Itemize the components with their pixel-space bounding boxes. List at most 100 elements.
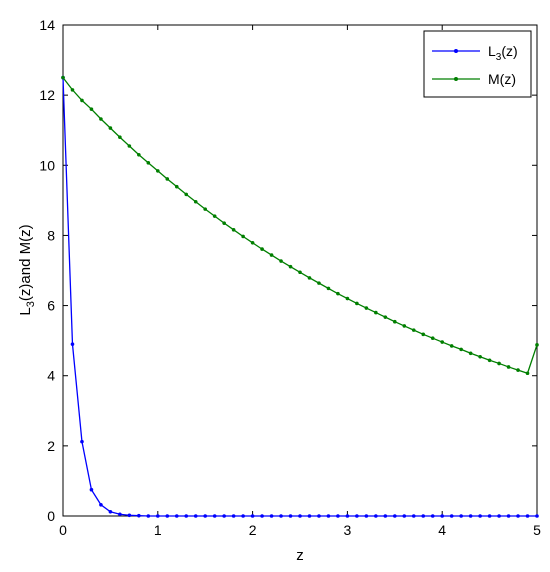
data-point-l3-2 (80, 439, 84, 444)
data-point-l3-24 (288, 514, 293, 518)
data-point-m-28 (326, 286, 331, 291)
data-point-l3-26 (307, 514, 312, 518)
data-point-m-22 (269, 253, 274, 257)
y-axis-label-sub: 3 (25, 301, 37, 307)
data-point-m-47 (506, 365, 511, 369)
data-point-m-45 (487, 358, 492, 363)
data-point-l3-40 (440, 514, 445, 518)
data-point-l3-12 (174, 514, 179, 518)
data-point-m-39 (430, 336, 435, 340)
data-point-l3-13 (184, 514, 189, 518)
legend-entry-m: M(z) (488, 71, 516, 87)
y-tick-label-7: 14 (39, 17, 55, 33)
data-point-l3-38 (421, 514, 426, 518)
y-axis-label-main: L (17, 307, 34, 315)
data-point-m-15 (203, 207, 207, 211)
data-point-l3-48 (516, 514, 520, 518)
y-axis-label-rest: (z)and M(z) (17, 224, 34, 301)
data-point-l3-21 (260, 514, 264, 518)
x-tick-label-5: 5 (533, 522, 541, 538)
data-point-m-36 (402, 324, 407, 328)
x-tick-label-0: 0 (59, 522, 67, 538)
data-point-l3-35 (393, 514, 397, 518)
legend-entry-l3-rest: (z) (501, 43, 517, 59)
series-layer (61, 75, 539, 518)
y-tick-label-2: 4 (47, 368, 55, 384)
data-point-m-46 (497, 361, 501, 366)
y-tick-label-0: 0 (47, 508, 55, 524)
data-point-l3-7 (127, 513, 132, 518)
data-point-l3-31 (355, 514, 359, 518)
data-point-l3-25 (298, 514, 302, 518)
legend-box (423, 30, 532, 98)
data-point-m-9 (146, 161, 151, 165)
data-point-m-30 (345, 296, 350, 301)
data-point-m-41 (449, 344, 454, 348)
data-point-l3-34 (383, 514, 388, 518)
data-point-m-0 (61, 75, 65, 80)
x-tick-label-4: 4 (438, 522, 446, 538)
data-point-m-32 (364, 306, 369, 310)
data-point-m-11 (165, 177, 170, 181)
data-point-l3-41 (449, 514, 454, 518)
data-point-l3-49 (525, 514, 530, 518)
data-point-m-10 (156, 169, 160, 173)
data-point-l3-18 (231, 514, 236, 518)
data-point-l3-27 (317, 514, 321, 518)
data-point-l3-10 (156, 514, 160, 518)
data-point-m-24 (288, 264, 293, 269)
data-point-m-27 (317, 281, 321, 285)
data-point-l3-19 (241, 514, 245, 518)
data-point-m-23 (279, 259, 283, 263)
data-point-l3-9 (146, 514, 151, 518)
y-tick-label-4: 8 (47, 227, 55, 243)
data-point-l3-3 (89, 487, 94, 492)
data-point-l3-39 (430, 514, 435, 518)
data-point-m-33 (374, 310, 378, 315)
data-point-l3-43 (468, 514, 473, 518)
data-point-l3-45 (487, 514, 492, 518)
data-point-m-3 (89, 107, 94, 111)
y-axis-label: L3(z)and M(z) (17, 224, 37, 315)
data-point-l3-16 (212, 514, 217, 518)
data-point-m-17 (222, 221, 226, 225)
data-point-l3-20 (250, 514, 255, 518)
data-point-l3-14 (193, 514, 198, 518)
data-point-l3-28 (326, 514, 331, 518)
data-point-m-25 (298, 270, 302, 275)
data-point-m-34 (383, 315, 388, 319)
data-point-m-18 (231, 228, 236, 232)
data-point-l3-15 (203, 514, 207, 518)
y-tick-label-3: 6 (47, 298, 55, 314)
y-tick-label-1: 2 (47, 438, 55, 454)
x-tick-label-3: 3 (344, 522, 352, 538)
data-point-m-50 (535, 343, 539, 347)
data-point-l3-32 (364, 514, 369, 518)
legend: L3(z) M(z) (423, 30, 532, 98)
x-tick-label-1: 1 (154, 522, 162, 538)
data-point-m-37 (411, 328, 416, 332)
data-point-m-14 (193, 199, 198, 204)
data-point-m-43 (468, 351, 473, 356)
data-point-l3-36 (402, 514, 407, 518)
data-point-m-19 (241, 234, 245, 239)
data-point-l3-33 (374, 514, 378, 518)
data-point-l3-11 (165, 514, 170, 518)
data-point-l3-46 (497, 514, 501, 518)
data-point-m-29 (336, 291, 340, 296)
data-point-m-48 (516, 368, 520, 372)
data-point-l3-4 (99, 502, 103, 507)
data-point-m-1 (70, 88, 75, 92)
data-point-l3-37 (411, 514, 416, 518)
data-point-l3-1 (70, 342, 75, 346)
data-point-m-31 (355, 301, 359, 306)
data-point-m-6 (118, 135, 122, 140)
x-tick-label-2: 2 (249, 522, 257, 538)
data-point-m-42 (459, 347, 463, 352)
data-point-m-38 (421, 332, 426, 337)
x-axis-label: z (296, 547, 304, 564)
data-point-l3-22 (269, 514, 274, 518)
data-point-l3-44 (478, 514, 482, 518)
